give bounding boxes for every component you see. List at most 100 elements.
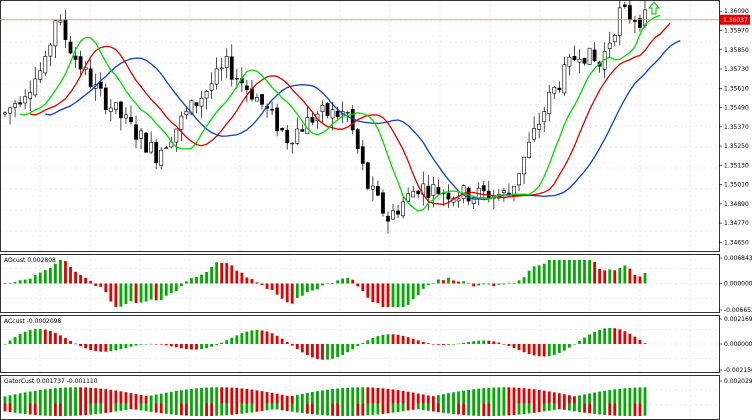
histogram-bar	[235, 335, 239, 344]
histogram-bar	[43, 270, 47, 284]
histogram-bar	[431, 282, 435, 284]
gator-bar	[527, 388, 531, 404]
histogram-bar	[623, 331, 627, 344]
candle-body	[98, 81, 103, 89]
candle-body	[527, 141, 531, 158]
histogram-bar	[557, 344, 561, 354]
gator-bar	[169, 403, 173, 415]
histogram-bar	[129, 344, 133, 347]
gator-bar	[94, 403, 98, 415]
candle-body	[38, 70, 43, 80]
histogram-bar	[633, 336, 637, 344]
gator-bar	[99, 388, 103, 404]
histogram-bar	[53, 332, 57, 344]
gator-bar	[13, 394, 17, 404]
gator-bar	[38, 389, 42, 404]
gator-bar	[104, 403, 108, 413]
gator-bar	[84, 387, 88, 404]
histogram-bar	[462, 281, 465, 284]
gator-bar	[623, 403, 627, 417]
gator-bar	[426, 403, 430, 411]
y-tick-label: 1.35490	[724, 105, 749, 112]
gator-bar	[633, 387, 637, 404]
histogram-bar	[316, 283, 319, 290]
gator-bar	[104, 389, 108, 404]
candle-body	[522, 156, 526, 175]
gator-bar	[99, 403, 103, 414]
candle-body	[310, 117, 315, 123]
histogram-bar	[179, 344, 183, 349]
histogram-bar	[94, 344, 98, 352]
gator-bar	[497, 403, 501, 416]
histogram-bar	[573, 260, 576, 284]
current-price-label: 1.36037	[723, 17, 748, 24]
candle-body	[622, 4, 627, 7]
histogram-bar	[346, 277, 350, 284]
gator-bar	[326, 389, 329, 404]
histogram-bar	[497, 342, 501, 344]
y-tick-label: 1.35250	[724, 143, 749, 150]
candle-body	[255, 97, 259, 102]
gator-bar	[447, 393, 450, 404]
gator-bar	[124, 403, 128, 411]
gator-bar	[8, 403, 12, 413]
gator-bar	[220, 403, 224, 416]
gator-bar	[336, 388, 339, 404]
candle-body	[633, 19, 637, 22]
gator-bar	[250, 403, 254, 413]
histogram-bar	[104, 344, 108, 352]
gator-bar	[64, 387, 67, 404]
histogram-bar	[195, 344, 198, 350]
gator-bar	[557, 393, 561, 404]
gator-bar	[260, 403, 264, 412]
histogram-bar	[74, 271, 77, 284]
gator-bar	[351, 403, 355, 417]
candle-body	[204, 91, 209, 99]
gator-bar	[159, 403, 163, 414]
histogram-bar	[48, 267, 52, 284]
gator-bar	[542, 390, 546, 404]
candle-body	[13, 103, 17, 108]
gator-bar	[331, 403, 334, 416]
histogram-bar	[436, 279, 440, 284]
candle-body	[431, 184, 436, 196]
candle-body	[194, 102, 199, 106]
histogram-bar	[159, 283, 163, 301]
gator-bar	[195, 388, 198, 404]
histogram-bar	[638, 339, 642, 344]
gator-bar	[381, 388, 385, 404]
histogram-bar	[527, 344, 531, 354]
histogram-bar	[593, 331, 597, 344]
gator-bar	[84, 403, 88, 416]
gator-bar	[134, 403, 138, 410]
histogram-bar	[230, 337, 234, 344]
candle-body	[33, 78, 38, 96]
candle-body	[547, 91, 552, 115]
candle-body	[214, 68, 219, 85]
histogram-bar	[517, 280, 521, 284]
gator-bar	[235, 388, 239, 404]
gator-bar	[305, 392, 309, 404]
gator-bar	[482, 403, 486, 417]
gator-bar	[472, 389, 476, 404]
gator-bar	[562, 394, 566, 404]
panel-indicator-label: ACcust -0.0002098	[4, 318, 61, 325]
gator-bar	[341, 388, 345, 404]
histogram-bar	[33, 329, 37, 344]
gator-bar	[3, 403, 7, 412]
histogram-bar	[331, 344, 334, 359]
y-tick-label: 1.36090	[724, 8, 749, 15]
histogram-bar	[94, 283, 98, 286]
gator-bar	[401, 403, 405, 412]
histogram-bar	[124, 344, 128, 348]
candle-body	[557, 87, 562, 91]
histogram-bar	[351, 279, 355, 284]
histogram-bar	[59, 335, 62, 344]
gator-bar	[568, 395, 571, 404]
candle-body	[607, 42, 612, 49]
gator-bar	[89, 403, 93, 415]
gator-bar	[195, 403, 198, 417]
gator-bar	[59, 387, 62, 404]
gator-bar	[643, 403, 647, 416]
